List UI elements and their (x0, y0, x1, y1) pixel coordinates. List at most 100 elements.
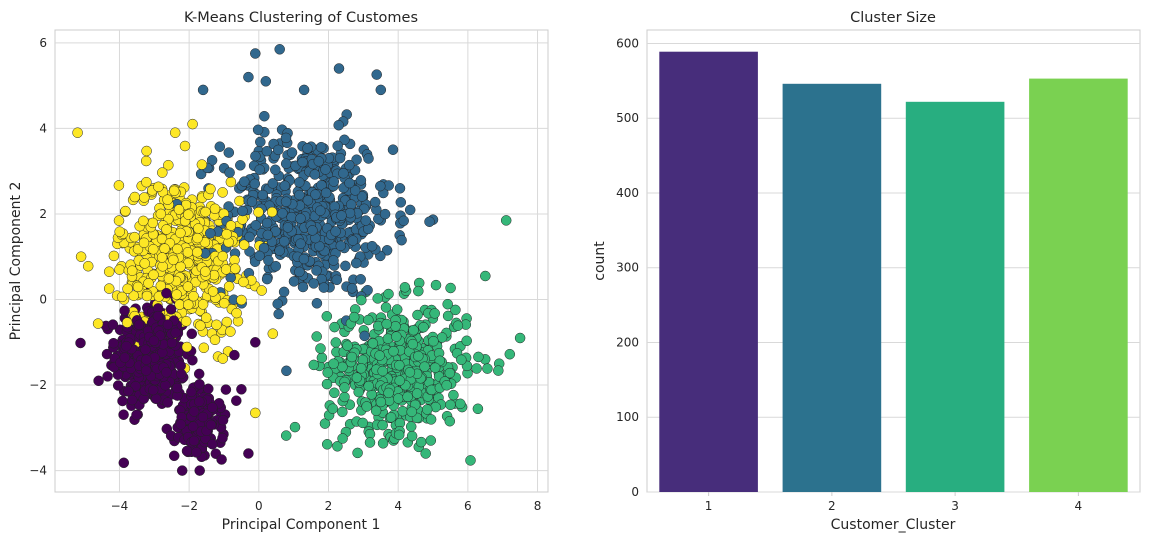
scatter-point-cluster-3 (445, 282, 456, 294)
scatter-point-cluster-4 (172, 243, 183, 255)
scatter-point-cluster-2 (381, 245, 393, 256)
scatter-point-cluster-2 (263, 255, 274, 266)
scatter-point-cluster-4 (129, 191, 141, 203)
scatter-point-cluster-2 (308, 278, 319, 289)
scatter-point-cluster-3 (390, 321, 401, 332)
scatter-point-cluster-3 (370, 405, 382, 417)
scatter-point-cluster-2 (250, 150, 261, 162)
scatter-point-cluster-1 (194, 465, 205, 476)
scatter-point-cluster-3 (418, 321, 429, 333)
scatter-point-cluster-3 (456, 354, 467, 366)
scatter-point-cluster-2 (424, 216, 435, 227)
scatter-point-cluster-4 (267, 328, 279, 339)
scatter-point-cluster-3 (351, 372, 363, 383)
scatter-point-cluster-3 (450, 304, 461, 316)
scatter-point-cluster-3 (500, 215, 512, 226)
scatter-point-cluster-2 (331, 274, 343, 286)
scatter-point-cluster-2 (244, 231, 255, 243)
scatter-point-cluster-3 (327, 403, 339, 414)
scatter-point-cluster-4 (157, 261, 168, 272)
scatter-point-cluster-2 (335, 240, 347, 252)
scatter-point-cluster-1 (102, 371, 113, 382)
scatter-point-cluster-4 (198, 342, 210, 354)
scatter-point-cluster-4 (103, 266, 115, 277)
scatter-point-cluster-4 (225, 176, 237, 188)
scatter-point-cluster-1 (217, 414, 229, 426)
scatter-chart: −4 −2 0 2 4 6 8 −4 −2 0 2 4 6 K-Means Clustering of … (8, 10, 549, 533)
scatter-point-cluster-1 (194, 396, 205, 407)
scatter-point-cluster-4 (182, 281, 194, 292)
scatter-point-cluster-3 (391, 304, 403, 315)
scatter-point-cluster-3 (328, 358, 339, 369)
scatter-point-cluster-4 (182, 247, 194, 258)
scatter-point-cluster-3 (397, 405, 408, 417)
scatter-point-cluster-2 (369, 196, 381, 208)
scatter-point-cluster-2 (279, 180, 291, 191)
scatter-point-cluster-3 (413, 350, 424, 362)
bar-title: Cluster Size (850, 10, 936, 26)
scatter-point-cluster-2 (294, 177, 305, 188)
scatter-point-cluster-3 (363, 314, 374, 326)
scatter-point-cluster-3 (429, 308, 440, 319)
scatter-point-cluster-1 (161, 367, 172, 378)
scatter-point-cluster-4 (266, 206, 278, 218)
scatter-point-cluster-3 (377, 419, 388, 431)
scatter-point-cluster-2 (294, 189, 305, 201)
scatter-point-cluster-2 (239, 176, 250, 187)
scatter-point-cluster-3 (480, 270, 491, 282)
scatter-point-cluster-3 (394, 360, 405, 371)
scatter-point-cluster-4 (148, 269, 159, 281)
scatter-point-cluster-4 (195, 320, 206, 331)
scatter-point-cluster-2 (273, 308, 284, 320)
scatter-point-cluster-3 (514, 332, 526, 344)
scatter-point-cluster-4 (181, 341, 193, 353)
scatter-point-cluster-2 (396, 234, 407, 246)
scatter-point-cluster-3 (393, 429, 405, 441)
scatter-point-cluster-4 (218, 297, 230, 309)
scatter-point-cluster-2 (316, 179, 327, 191)
scatter-point-cluster-2 (333, 119, 344, 131)
scatter-point-cluster-3 (383, 288, 394, 300)
scatter-point-cluster-4 (120, 205, 131, 217)
scatter-point-cluster-2 (270, 260, 282, 272)
scatter-point-cluster-3 (385, 412, 397, 423)
scatter-point-cluster-2 (277, 208, 288, 219)
scatter-point-cluster-3 (429, 362, 441, 374)
scatter-point-cluster-4 (140, 155, 152, 167)
scatter-point-cluster-4 (231, 307, 242, 319)
scatter-point-cluster-1 (175, 419, 187, 430)
scatter-point-cluster-3 (388, 345, 399, 357)
scatter-point-cluster-3 (421, 404, 433, 415)
scatter-point-cluster-2 (224, 167, 235, 178)
scatter-point-cluster-1 (170, 327, 181, 339)
scatter-point-cluster-2 (351, 154, 362, 165)
scatter-point-cluster-3 (364, 437, 376, 448)
scatter-point-cluster-4 (209, 334, 221, 346)
scatter-point-cluster-2 (349, 185, 361, 196)
scatter-point-cluster-4 (161, 224, 172, 235)
scatter-point-cluster-3 (308, 359, 320, 371)
bar-x-tick-label: 2 (828, 499, 836, 513)
bar-x-tick-label: 4 (1075, 499, 1083, 513)
scatter-point-cluster-1 (187, 354, 198, 366)
scatter-point-cluster-3 (321, 311, 333, 322)
scatter-point-cluster-3 (442, 298, 453, 310)
scatter-point-cluster-2 (355, 175, 367, 186)
scatter-point-cluster-4 (148, 244, 159, 255)
scatter-point-cluster-2 (246, 196, 258, 207)
scatter-point-cluster-4 (82, 260, 94, 272)
scatter-point-cluster-4 (162, 194, 173, 205)
scatter-point-cluster-1 (193, 368, 205, 380)
scatter-point-cluster-4 (92, 318, 104, 329)
scatter-y-tick-label: −4 (29, 464, 47, 478)
scatter-point-cluster-4 (156, 233, 168, 245)
scatter-point-cluster-3 (337, 361, 348, 373)
scatter-point-cluster-2 (257, 189, 269, 201)
scatter-point-cluster-4 (153, 181, 164, 193)
scatter-point-cluster-1 (175, 368, 187, 380)
scatter-point-cluster-4 (180, 316, 192, 327)
scatter-point-cluster-1 (112, 380, 124, 391)
scatter-point-cluster-1 (162, 319, 174, 330)
scatter-point-cluster-1 (133, 319, 145, 331)
scatter-xlabel: Principal Component 1 (222, 517, 381, 533)
